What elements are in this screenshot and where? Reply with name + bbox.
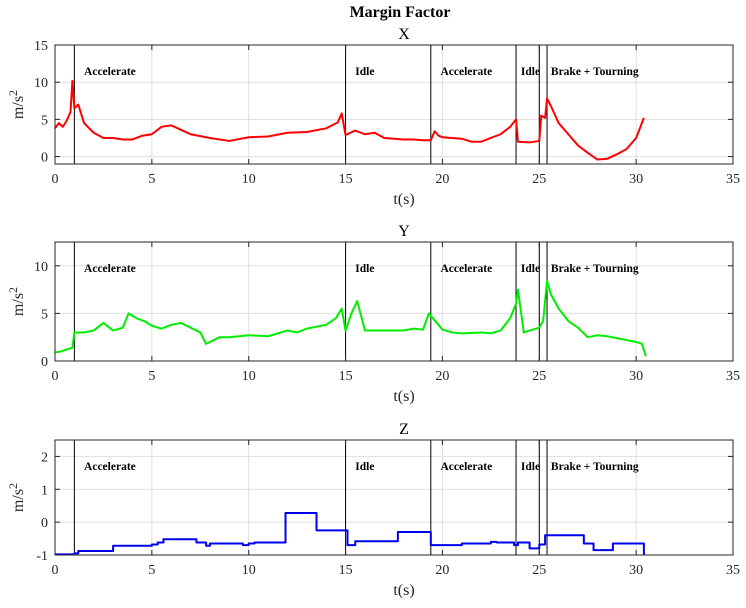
subplot-x: 0 5 10 15 20 25 30 35 0 5 10 15 Xt(s) m/s2 Accelerate I… — [6, 26, 740, 208]
x-tick-label: 15 — [339, 369, 353, 384]
x-tick-label: 35 — [726, 369, 740, 384]
subplot-y: 0 5 10 15 20 25 30 35 0 5 10 Yt(s) m/s2 Accelerate Idl… — [6, 223, 740, 405]
x-tick-label: 0 — [52, 563, 59, 578]
phase-label: Accelerate — [84, 263, 136, 275]
x-tick-label: 20 — [435, 172, 449, 187]
figure-title: Margin Factor — [350, 4, 451, 21]
x-tick-label: 10 — [242, 369, 256, 384]
x-tick-label: 30 — [629, 369, 643, 384]
y-tick-label: 0 — [41, 355, 48, 370]
x-tick-label: 30 — [629, 563, 643, 578]
x-tick-label: 0 — [52, 172, 59, 187]
x-tick-label: 5 — [148, 563, 155, 578]
x-tick-label: 35 — [726, 563, 740, 578]
x-tick-label: 0 — [52, 369, 59, 384]
y-tick-label: 0 — [41, 516, 48, 531]
x-tick-label: 10 — [242, 563, 256, 578]
x-tick-label: 15 — [339, 563, 353, 578]
y-tick-label: 2 — [41, 450, 48, 465]
phase-label: Accelerate — [440, 461, 492, 473]
x-tick-label: 20 — [435, 563, 449, 578]
y-tick-label: 10 — [34, 76, 48, 91]
x-tick-label: 25 — [532, 369, 546, 384]
phase-label: Idle — [355, 66, 374, 78]
series-line-y — [54, 280, 647, 357]
y-tick-label: 5 — [41, 307, 48, 322]
series-line-x — [54, 79, 645, 161]
phase-label: Idle — [355, 263, 374, 275]
y-axis-label: m/s2 — [6, 90, 27, 119]
x-tick-label: 10 — [242, 172, 256, 187]
y-tick-label: 10 — [34, 260, 48, 275]
y-tick-label: 15 — [34, 39, 48, 54]
x-tick-label: 25 — [532, 172, 546, 187]
x-tick-label: 35 — [726, 172, 740, 187]
subplot-title: Z — [399, 421, 409, 438]
y-tick-label: 0 — [41, 151, 48, 166]
x-tick-label: 15 — [339, 172, 353, 187]
subplot-title: X — [398, 26, 410, 43]
axes-frame — [54, 44, 734, 165]
y-tick-label: 5 — [41, 113, 48, 128]
x-axis-label: t(s) — [393, 388, 414, 405]
axes-frame — [54, 439, 734, 556]
phase-label: Accelerate — [84, 461, 136, 473]
y-axis-label: m/s2 — [6, 287, 27, 316]
x-axis-label: t(s) — [393, 191, 414, 208]
phase-label: Brake + Tourning — [551, 66, 639, 78]
phase-label: Accelerate — [440, 263, 492, 275]
x-tick-label: 5 — [148, 369, 155, 384]
series-line-z — [55, 511, 645, 556]
plot-area — [55, 242, 733, 361]
phase-label: Idle — [355, 461, 374, 473]
x-axis-label: t(s) — [393, 582, 414, 599]
phase-label: Brake + Tourning — [551, 263, 639, 275]
y-tick-label: 1 — [41, 483, 48, 498]
phase-label: Idle — [521, 461, 540, 473]
x-tick-label: 30 — [629, 172, 643, 187]
y-tick-label: -1 — [36, 549, 48, 564]
plot-area — [55, 45, 733, 164]
phase-label: Brake + Tourning — [551, 461, 639, 473]
phase-label: Idle — [521, 66, 540, 78]
phase-label: Accelerate — [84, 66, 136, 78]
axes-frame — [54, 241, 734, 362]
subplot-z: 0 5 10 15 20 25 30 35 -1 0 1 2 Zt(s) m/s2 Accelerate Id… — [6, 421, 740, 599]
phase-label: Accelerate — [440, 66, 492, 78]
x-tick-label: 20 — [435, 369, 449, 384]
y-axis-label: m/s2 — [6, 483, 27, 512]
plot-area — [55, 440, 733, 555]
subplot-title: Y — [398, 223, 410, 240]
x-tick-label: 5 — [148, 172, 155, 187]
x-tick-label: 25 — [532, 563, 546, 578]
phase-label: Idle — [521, 263, 540, 275]
